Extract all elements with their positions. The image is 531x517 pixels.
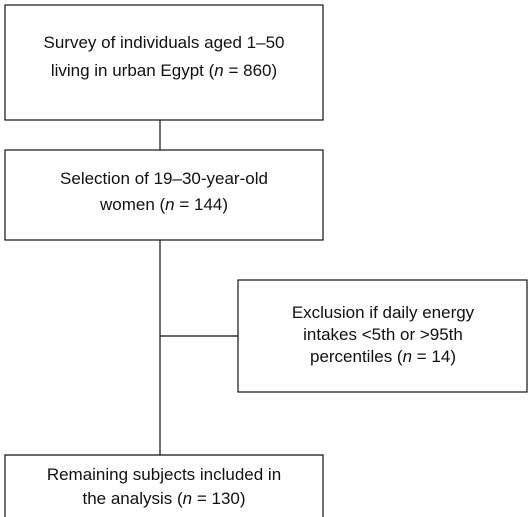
node-text-line: Survey of individuals aged 1–50	[44, 33, 285, 52]
text-run: = 130)	[192, 489, 245, 508]
text-run: n	[183, 489, 192, 508]
box-remaining	[4, 454, 324, 517]
node-text-line: women (n = 144)	[99, 195, 228, 214]
text-run: n	[214, 61, 223, 80]
text-run: Exclusion if daily energy	[292, 303, 475, 322]
node-text-line: Selection of 19–30-year-old	[60, 169, 268, 188]
node-text-line: living in urban Egypt (n = 860)	[51, 61, 277, 80]
text-run: Remaining subjects included in	[47, 465, 281, 484]
node-text-line: the analysis (n = 130)	[82, 489, 245, 508]
text-run: Selection of 19–30-year-old	[60, 169, 268, 188]
text-run: women (	[99, 195, 166, 214]
text-run: = 14)	[412, 347, 456, 366]
text-run: percentiles (	[310, 347, 403, 366]
text-run: = 860)	[224, 61, 277, 80]
node-text-line: percentiles (n = 14)	[310, 347, 456, 366]
node-text-line: intakes <5th or >95th	[303, 325, 463, 344]
text-run: = 144)	[175, 195, 228, 214]
box-selection	[4, 149, 324, 241]
text-run: living in urban Egypt (	[51, 61, 215, 80]
node-text-line: Remaining subjects included in	[47, 465, 281, 484]
text-run: intakes <5th or >95th	[303, 325, 463, 344]
box-survey	[4, 4, 324, 121]
text-run: n	[165, 195, 174, 214]
text-run: Survey of individuals aged 1–50	[44, 33, 285, 52]
text-run: the analysis (	[82, 489, 182, 508]
node-text-line: Exclusion if daily energy	[292, 303, 475, 322]
text-run: n	[403, 347, 412, 366]
